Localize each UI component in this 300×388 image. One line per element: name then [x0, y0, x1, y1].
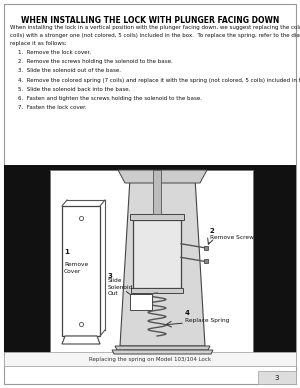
Polygon shape [115, 346, 210, 350]
Text: 1: 1 [64, 249, 69, 255]
Text: 6.  Fasten and tighten the screws holding the solenoid to the base.: 6. Fasten and tighten the screws holding… [18, 96, 202, 101]
Text: Slide
Solenoid
Out: Slide Solenoid Out [108, 278, 134, 296]
Polygon shape [130, 294, 152, 310]
Bar [52, 175, 252, 350]
Text: 2.  Remove the screws holding the solenoid to the base.: 2. Remove the screws holding the solenoi… [18, 59, 173, 64]
Bar [4, 352, 296, 366]
Polygon shape [62, 336, 100, 344]
Text: 5.  Slide the solenoid back into the base.: 5. Slide the solenoid back into the base… [18, 87, 130, 92]
Text: 3: 3 [108, 273, 113, 279]
Text: replace it as follows:: replace it as follows: [10, 41, 67, 46]
Text: 3: 3 [275, 374, 279, 381]
Text: Remove
Cover: Remove Cover [64, 262, 88, 274]
Bar [258, 371, 296, 384]
Text: Replace Spring: Replace Spring [185, 318, 230, 323]
Text: 4.  Remove the colored spring (7 coils) and replace it with the spring (not colo: 4. Remove the colored spring (7 coils) a… [18, 78, 300, 83]
Text: 2: 2 [210, 228, 215, 234]
Bar [62, 206, 100, 336]
Polygon shape [120, 178, 205, 346]
Text: Remove Screws: Remove Screws [210, 235, 257, 240]
Text: coils) with a stronger one (not colored, 5 coils) included in the box.  To repla: coils) with a stronger one (not colored,… [10, 33, 300, 38]
Polygon shape [112, 350, 213, 354]
Text: Replacing the spring on Model 103/104 Lock: Replacing the spring on Model 103/104 Lo… [89, 357, 211, 362]
Text: 4: 4 [185, 310, 190, 316]
Text: WHEN INSTALLING THE LOCK WITH PLUNGER FACING DOWN: WHEN INSTALLING THE LOCK WITH PLUNGER FA… [21, 16, 279, 25]
Text: 1.  Remove the lock cover.: 1. Remove the lock cover. [18, 50, 91, 55]
Text: 7.  Fasten the lock cover.: 7. Fasten the lock cover. [18, 105, 87, 110]
Bar [133, 220, 181, 288]
Polygon shape [130, 214, 184, 220]
Polygon shape [153, 170, 161, 214]
Bar [50, 170, 253, 353]
Text: When installing the lock in a vertical position with the plunger facing down, we: When installing the lock in a vertical p… [10, 25, 300, 30]
Polygon shape [118, 170, 207, 183]
Text: 3.  Slide the solenoid out of the base.: 3. Slide the solenoid out of the base. [18, 68, 121, 73]
Bar [4, 165, 296, 355]
Polygon shape [131, 288, 183, 293]
